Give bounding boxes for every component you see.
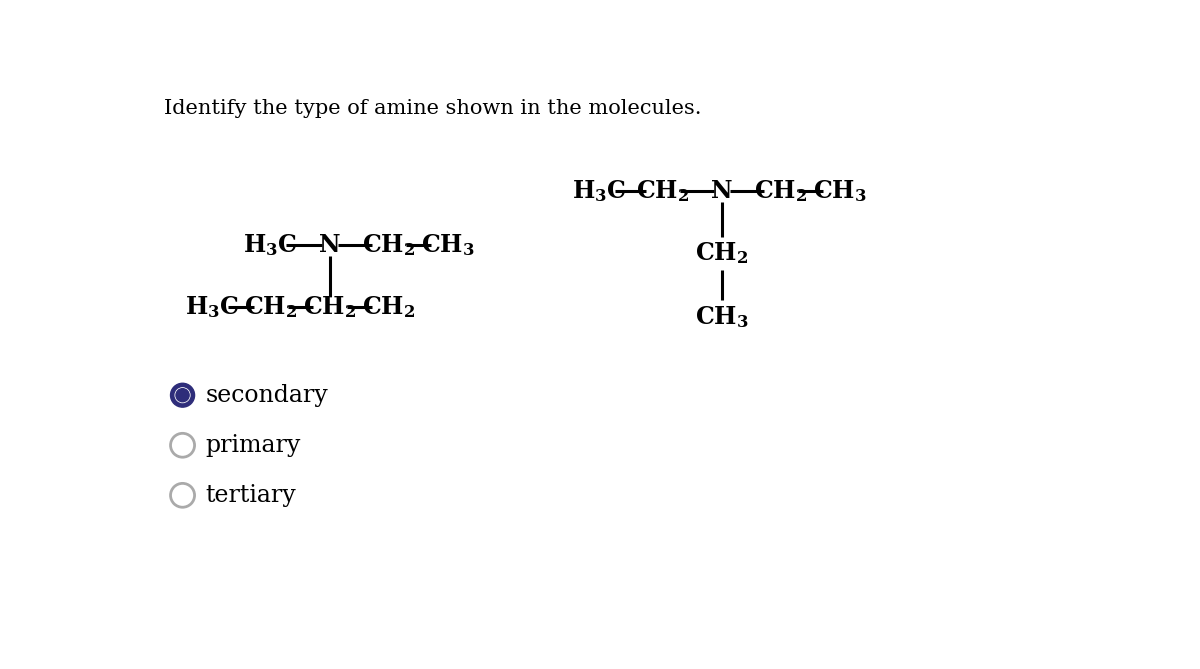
Text: $\mathregular{H_3C}$: $\mathregular{H_3C}$: [242, 232, 298, 258]
Text: $\mathregular{H_3C}$: $\mathregular{H_3C}$: [572, 178, 626, 204]
Text: $\mathregular{CH_2}$: $\mathregular{CH_2}$: [636, 178, 690, 204]
Text: tertiary: tertiary: [206, 484, 296, 507]
Text: $\mathregular{H_3C}$: $\mathregular{H_3C}$: [185, 294, 239, 320]
Text: $\mathregular{CH_2}$: $\mathregular{CH_2}$: [245, 294, 298, 320]
Text: $\mathregular{CH_3}$: $\mathregular{CH_3}$: [421, 232, 474, 258]
Text: secondary: secondary: [206, 384, 329, 407]
Text: N: N: [319, 233, 341, 257]
Text: $\mathregular{CH_3}$: $\mathregular{CH_3}$: [695, 304, 749, 330]
Circle shape: [176, 389, 190, 402]
Text: $\mathregular{CH_2}$: $\mathregular{CH_2}$: [754, 178, 808, 204]
Text: Identify the type of amine shown in the molecules.: Identify the type of amine shown in the …: [164, 99, 702, 118]
Text: $\mathregular{CH_2}$: $\mathregular{CH_2}$: [304, 294, 356, 320]
Circle shape: [175, 388, 190, 403]
Text: primary: primary: [206, 434, 301, 457]
Text: $\mathregular{CH_2}$: $\mathregular{CH_2}$: [362, 232, 415, 258]
Text: $\mathregular{CH_2}$: $\mathregular{CH_2}$: [695, 240, 749, 266]
Text: $\mathregular{CH_2}$: $\mathregular{CH_2}$: [362, 294, 415, 320]
Text: $\mathregular{CH_3}$: $\mathregular{CH_3}$: [812, 178, 866, 204]
Circle shape: [170, 383, 194, 407]
Text: N: N: [712, 179, 733, 203]
